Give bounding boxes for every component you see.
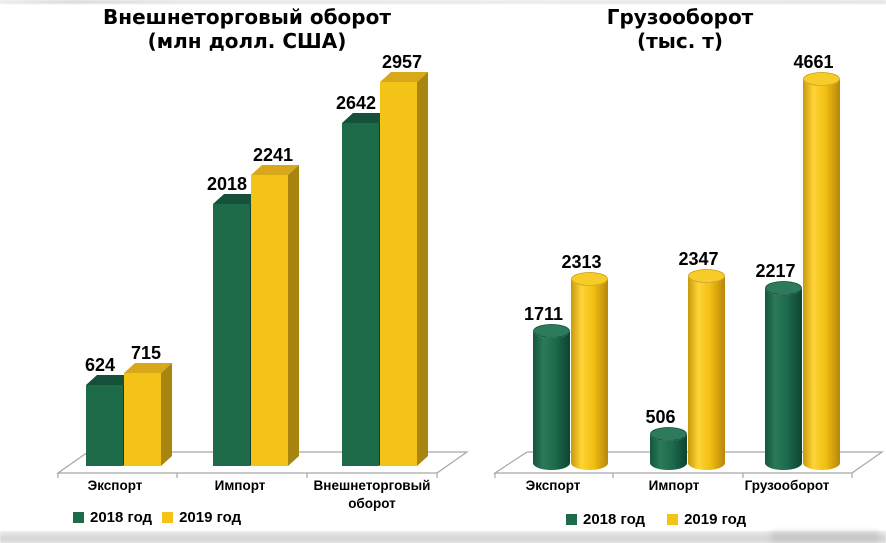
bar-value-label: 624 [84, 355, 116, 375]
bar-value-label: 4661 [793, 52, 834, 72]
legend-cargo: 2018 год 2019 год [566, 511, 768, 528]
legend-swatch-2019 [162, 512, 174, 523]
bar-cylinder [803, 72, 840, 470]
legend-swatch-2018 [73, 512, 84, 523]
bar-cylinder [571, 272, 608, 470]
bar-cylinder [765, 281, 802, 470]
bar-value-label: 2642 [335, 93, 377, 113]
chart-title-cargo-line1: Грузооборот [606, 5, 754, 29]
chart-title-trade-line1: Внешнеторговый оборот [103, 5, 391, 29]
bar-value-label: 2347 [678, 249, 719, 269]
chart-title-trade: Внешнеторговый оборот (млн долл. США) [57, 5, 437, 53]
bar-box [124, 363, 172, 466]
category-label: Импорт [648, 478, 700, 493]
bar-cylinder [533, 324, 570, 470]
bar-value-label: 2957 [381, 52, 423, 72]
legend-item-2018: 2018 год [73, 509, 152, 526]
legend-item-2019: 2019 год [162, 509, 241, 526]
legend-trade: 2018 год 2019 год [73, 509, 251, 526]
legend-label-2019: 2019 год [179, 509, 242, 526]
legend-label-2018: 2018 год [583, 511, 646, 528]
chart-title-trade-line2: (млн долл. США) [147, 28, 347, 53]
legend-label-2019: 2019 год [684, 511, 747, 528]
legend-swatch-2019 [667, 514, 679, 525]
category-label: Экспорт [525, 478, 581, 493]
bar-cylinder [650, 427, 687, 470]
category-label: Грузооборот [744, 478, 830, 493]
legend-swatch-2018 [566, 514, 577, 525]
bottom-border-strip [0, 531, 886, 543]
bar-box [251, 165, 299, 466]
watermark-smudge [770, 532, 880, 542]
category-label: Внешнеторговый оборот [313, 478, 431, 511]
bar-cylinder [688, 269, 725, 470]
legend-item-2018: 2018 год [566, 511, 645, 528]
bar-value-label: 2018 [206, 174, 248, 194]
bar-value-label: 2217 [755, 261, 796, 281]
category-label: Экспорт [87, 478, 143, 493]
chart-title-cargo-line2: (тыс. т) [637, 28, 723, 53]
chart-title-cargo: Грузооборот (тыс. т) [530, 5, 830, 53]
legend-item-2019: 2019 год [667, 511, 746, 528]
top-border-strip [0, 0, 886, 4]
category-label: Импорт [214, 478, 266, 493]
legend-label-2018: 2018 год [90, 509, 153, 526]
bar-value-label: 506 [645, 407, 676, 427]
bar-value-label: 715 [130, 343, 162, 363]
bar-value-label: 2313 [561, 252, 602, 272]
bar-box [380, 72, 428, 466]
bar-value-label: 1711 [523, 304, 564, 324]
bar-value-label: 2241 [252, 145, 294, 165]
